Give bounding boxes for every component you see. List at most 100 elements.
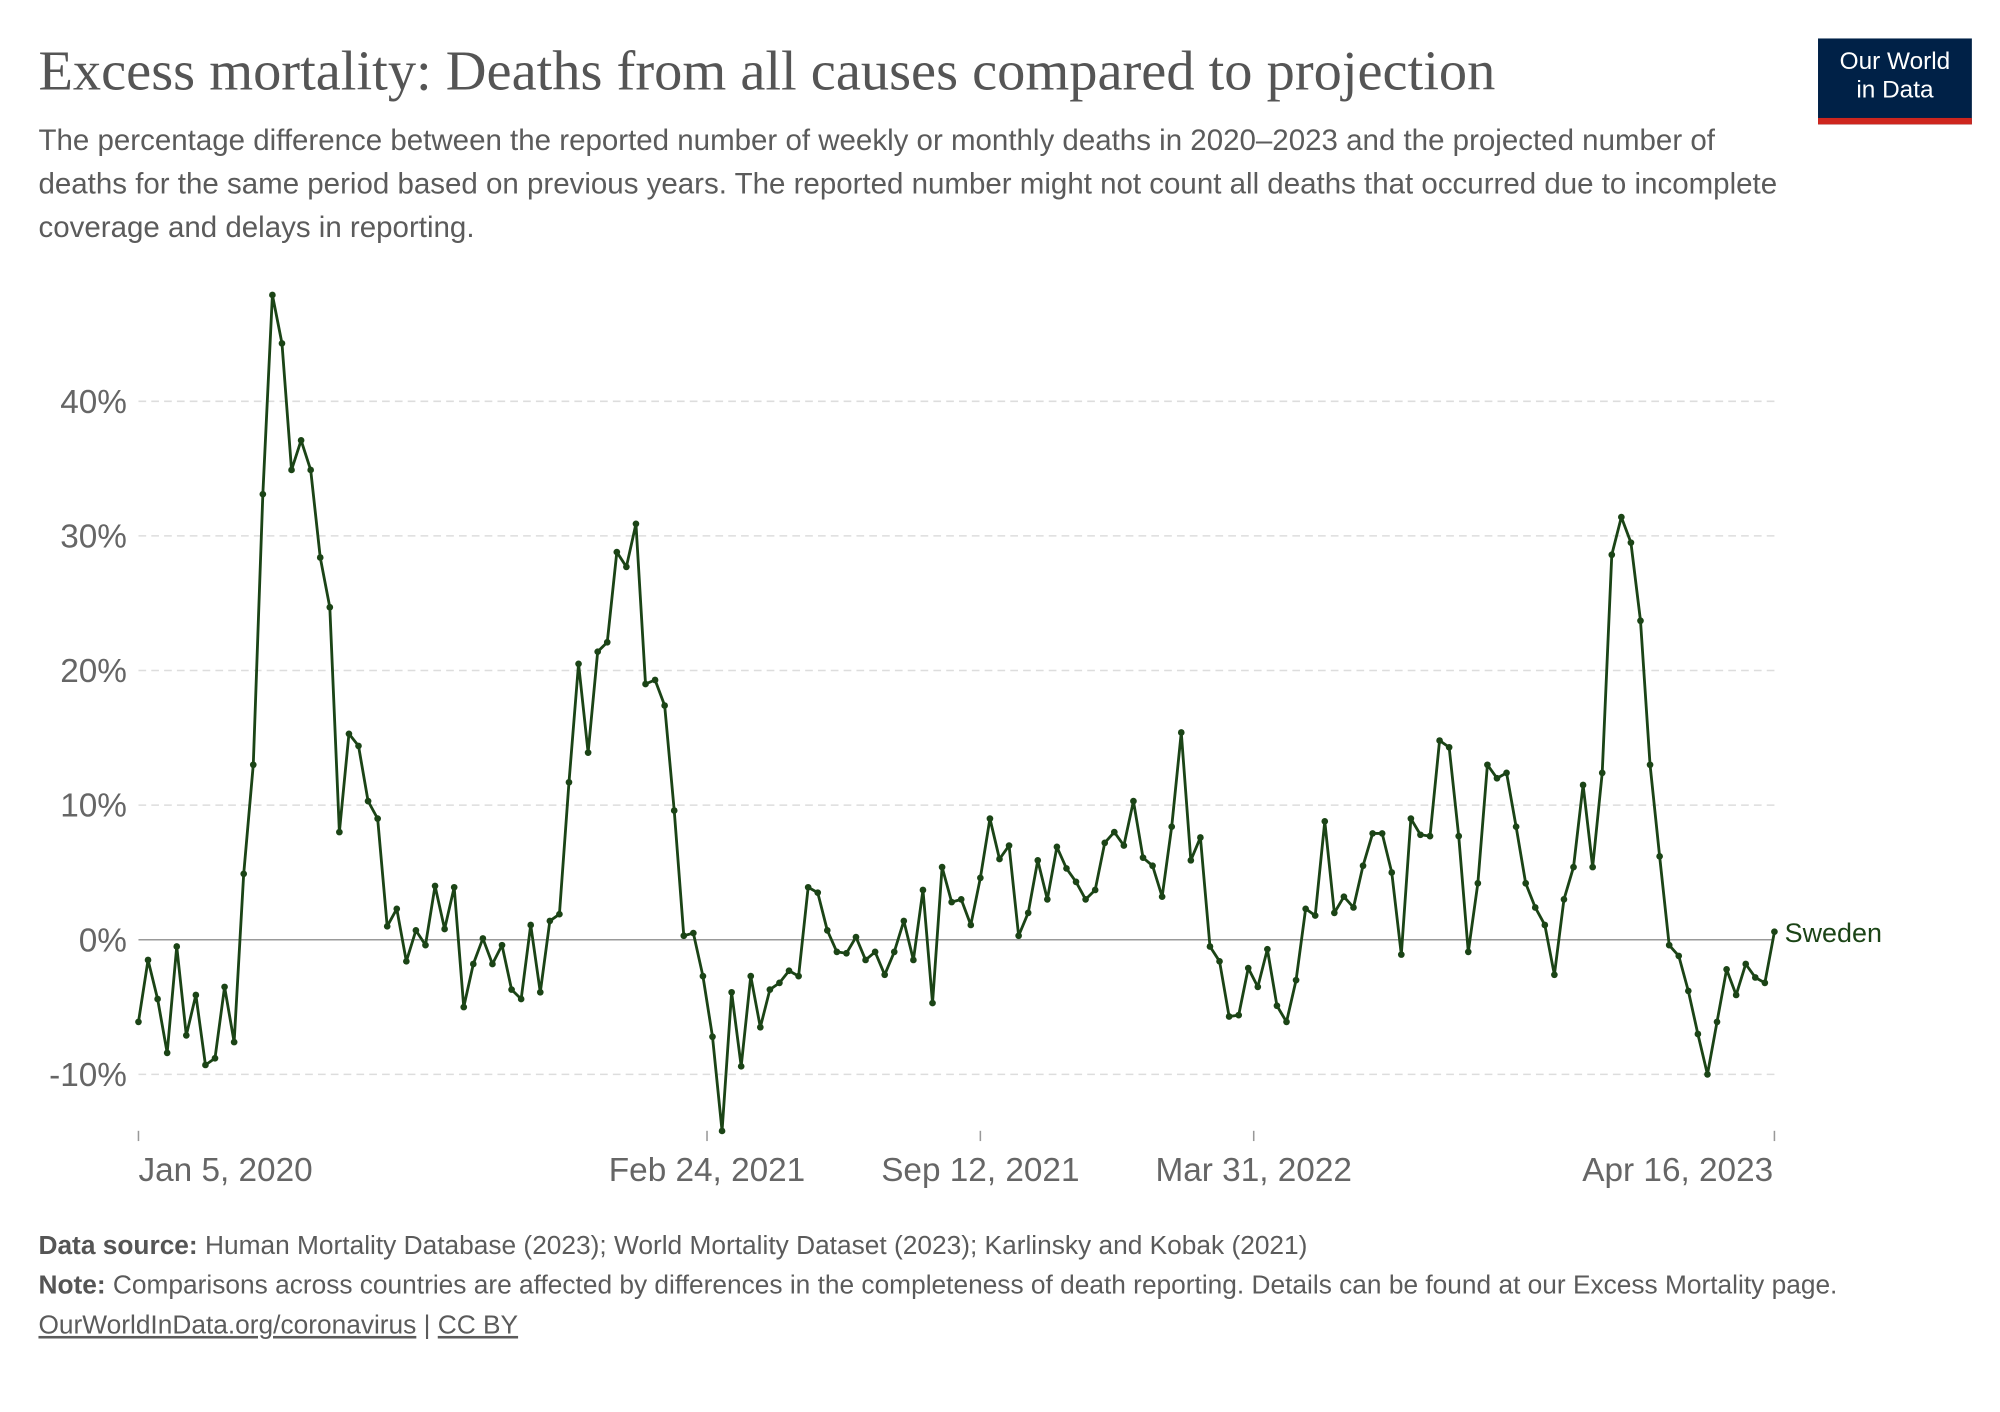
data-point: [1579, 781, 1587, 789]
x-tick-label: Mar 31, 2022: [1156, 1152, 1352, 1189]
data-point: [345, 730, 353, 738]
data-point: [1082, 896, 1089, 903]
data-point: [135, 1018, 142, 1026]
data-point: [881, 971, 889, 979]
data-point: [1407, 815, 1415, 822]
data-point: [804, 883, 812, 891]
data-point: [1397, 951, 1405, 958]
data-point: [1694, 1030, 1702, 1038]
data-point: [278, 340, 286, 347]
data-point: [1024, 909, 1032, 917]
data-point: [1646, 761, 1654, 769]
data-point: [1149, 862, 1156, 870]
data-point: [364, 797, 372, 805]
data-point: [517, 995, 525, 1003]
data-point: [766, 986, 774, 993]
data-point: [508, 986, 515, 993]
y-tick-label: 0%: [79, 922, 127, 959]
data-point: [1369, 830, 1376, 837]
data-point: [288, 466, 295, 474]
data-point: [1072, 878, 1080, 886]
data-point: [1034, 857, 1042, 864]
data-point: [642, 680, 649, 688]
data-point: [575, 660, 582, 668]
y-tick-label: 20%: [60, 653, 127, 690]
chart-title: Excess mortality: Deaths from all causes…: [38, 39, 1496, 103]
data-point: [938, 863, 946, 871]
data-point: [1091, 886, 1099, 894]
data-point: [680, 932, 688, 940]
data-point: [690, 929, 697, 937]
link-separator: |: [416, 1310, 438, 1340]
data-point: [1598, 769, 1606, 777]
data-point: [536, 988, 544, 996]
footer-links: OurWorldInData.org/coronavirus | CC BY: [38, 1305, 1961, 1345]
data-point: [546, 917, 554, 925]
license-link[interactable]: CC BY: [437, 1310, 519, 1340]
chart-footer: Data source: Human Mortality Database (2…: [38, 1226, 1961, 1345]
data-point: [852, 933, 860, 941]
series-label: Sweden: [1785, 918, 1882, 948]
note-text: Comparisons across countries are affecte…: [105, 1270, 1838, 1301]
data-point: [584, 749, 592, 756]
data-point: [221, 983, 228, 991]
y-tick-label: 30%: [60, 518, 127, 555]
source-label: Data source:: [38, 1230, 198, 1261]
data-point: [900, 917, 908, 925]
data-point: [1292, 976, 1300, 984]
data-point: [1665, 941, 1673, 949]
data-point: [498, 941, 506, 949]
data-point: [450, 883, 458, 891]
data-point: [307, 466, 315, 474]
data-point: [1043, 896, 1051, 903]
data-point: [422, 941, 429, 949]
data-point: [1637, 617, 1644, 625]
data-point: [1283, 1018, 1290, 1026]
data-point: [603, 638, 611, 646]
data-point: [1053, 843, 1061, 851]
data-point: [823, 927, 831, 934]
data-point: [1187, 857, 1195, 864]
data-point: [1244, 964, 1252, 972]
data-point: [594, 648, 602, 656]
data-point: [1350, 904, 1357, 911]
source-text: Human Mortality Database (2023); World M…: [197, 1230, 1308, 1261]
data-point: [556, 910, 563, 918]
data-point: [1455, 832, 1463, 840]
owid-link[interactable]: OurWorldInData.org/coronavirus: [38, 1310, 417, 1340]
data-point: [1704, 1071, 1711, 1078]
data-point: [1589, 863, 1596, 871]
data-point: [412, 927, 420, 934]
data-point: [623, 563, 630, 571]
data-point: [1560, 896, 1568, 903]
data-point: [919, 886, 927, 894]
data-point: [144, 956, 152, 964]
data-point: [192, 991, 200, 999]
data-point: [326, 603, 334, 611]
data-point: [259, 490, 267, 498]
data-point: [1656, 852, 1663, 860]
data-point: [374, 815, 381, 822]
data-point: [957, 896, 965, 903]
data-point: [1493, 774, 1501, 782]
y-tick-label: 40%: [60, 384, 127, 421]
data-point: [1417, 831, 1424, 839]
data-point: [1761, 979, 1769, 987]
data-point: [1742, 960, 1750, 968]
data-point: [1608, 551, 1616, 559]
data-point: [1503, 769, 1510, 777]
data-point: [613, 548, 621, 556]
data-point: [469, 960, 477, 968]
owid-logo[interactable]: Our World in Data: [1818, 38, 1972, 125]
data-point: [1378, 830, 1386, 837]
data-point: [1464, 948, 1472, 956]
data-point: [1675, 952, 1683, 960]
y-tick-label: -10%: [49, 1057, 127, 1094]
data-point: [1771, 928, 1778, 936]
data-point: [699, 972, 707, 980]
data-point: [709, 1033, 716, 1041]
data-point: [355, 742, 362, 750]
data-point: [1331, 909, 1338, 917]
